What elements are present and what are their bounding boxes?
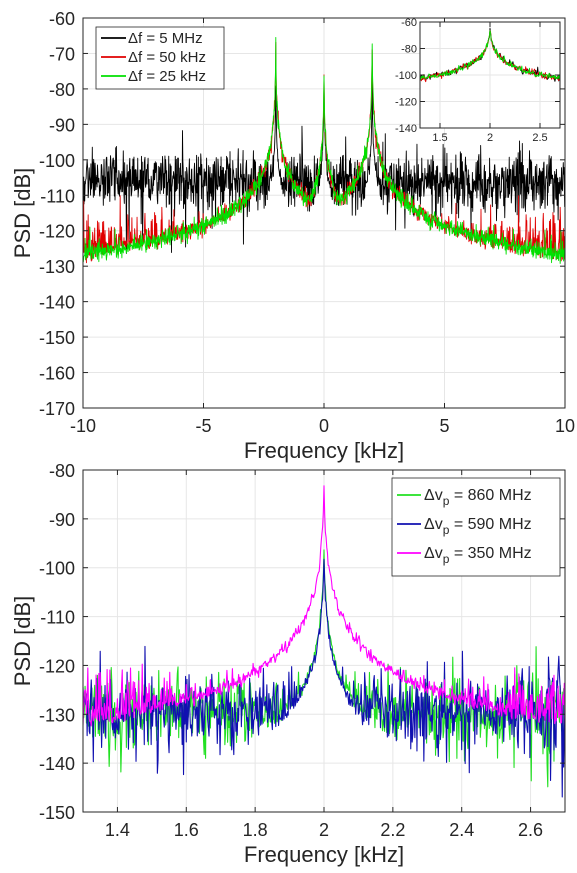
legend-entry: Δf = 25 kHz xyxy=(128,68,206,85)
x-tick-label: 1.6 xyxy=(174,820,199,840)
legend-entry: Δf = 5 MHz xyxy=(128,30,203,47)
legend: Δvp = 860 MHz Δvp = 590 MHz Δvp = 350 MHz xyxy=(391,477,561,577)
y-tick-label: -150 xyxy=(39,328,75,348)
y-tick-label: -70 xyxy=(49,44,75,64)
y-tick-label: -140 xyxy=(39,754,75,774)
y-tick-label: -80 xyxy=(49,461,75,481)
y-tick-label: -100 xyxy=(395,70,417,82)
x-tick-label: 2.2 xyxy=(380,820,405,840)
x-tick-label: 2.6 xyxy=(518,820,543,840)
y-tick-label: -60 xyxy=(401,17,417,29)
y-tick-label: -140 xyxy=(395,123,417,135)
x-tick-label: -10 xyxy=(70,416,96,436)
inset-traces xyxy=(420,27,560,83)
x-tick-label: 5 xyxy=(439,416,449,436)
y-tick-label: -150 xyxy=(39,803,75,823)
y-tick-label: -110 xyxy=(40,608,75,628)
x-tick-label: 1.5 xyxy=(432,132,447,144)
y-tick-label: -140 xyxy=(39,293,75,313)
x-tick-label: -5 xyxy=(195,416,211,436)
y-tick-label: -80 xyxy=(401,44,417,56)
x-axis-label: Frequency [kHz] xyxy=(244,842,404,867)
y-tick-label: -130 xyxy=(39,705,75,725)
x-tick-label: 1.4 xyxy=(105,820,130,840)
inset-trace-3 xyxy=(420,30,560,81)
y-tick-label: -100 xyxy=(39,559,75,579)
trace-3 xyxy=(83,485,565,727)
x-tick-label: 2.4 xyxy=(449,820,474,840)
traces xyxy=(83,36,565,264)
legend: Δf = 5 MHz Δf = 50 kHz Δf = 25 kHz xyxy=(95,26,225,90)
trace-3 xyxy=(83,36,565,264)
x-tick-label: 10 xyxy=(555,416,575,436)
legend-entry: Δvp = 860 MHz xyxy=(424,487,532,508)
y-tick-label: -90 xyxy=(49,510,75,530)
y-tick-label: -100 xyxy=(39,151,75,171)
y-tick-label: -90 xyxy=(49,115,75,135)
x-tick-label: 1.8 xyxy=(243,820,268,840)
legend-entry: Δf = 50 kHz xyxy=(128,49,206,66)
x-tick-label: 0 xyxy=(319,416,329,436)
x-tick-label: 2.5 xyxy=(532,132,547,144)
legend-entry: Δvp = 350 MHz xyxy=(424,545,532,566)
y-tick-label: -130 xyxy=(39,257,75,277)
y-axis-label: PSD [dB] xyxy=(10,596,35,686)
x-axis-label: Frequency [kHz] xyxy=(244,438,404,463)
y-tick-label: -120 xyxy=(39,656,75,676)
y-tick-label: -120 xyxy=(395,97,417,109)
x-tick-label: 2 xyxy=(487,132,493,144)
traces xyxy=(83,485,565,798)
y-tick-label: -110 xyxy=(40,186,75,206)
y-tick-label: -80 xyxy=(49,80,75,100)
trace-2 xyxy=(83,558,565,798)
y-tick-label: -60 xyxy=(49,9,75,29)
y-tick-label: -170 xyxy=(39,399,75,419)
y-axis-label: PSD [dB] xyxy=(10,168,35,258)
legend-entry: Δvp = 590 MHz xyxy=(424,516,532,537)
inset-chart: 1.5 2 2.5 -60 -80 -100 -120 -140 xyxy=(395,17,561,144)
y-tick-label: -120 xyxy=(39,222,75,242)
x-tick-label: 2 xyxy=(319,820,329,840)
bottom-chart: 1.4 1.6 1.8 2 2.2 2.4 2.6 -80 -90 -100 -110 -120 -13… xyxy=(10,461,566,867)
y-tick-label: -160 xyxy=(39,364,75,384)
